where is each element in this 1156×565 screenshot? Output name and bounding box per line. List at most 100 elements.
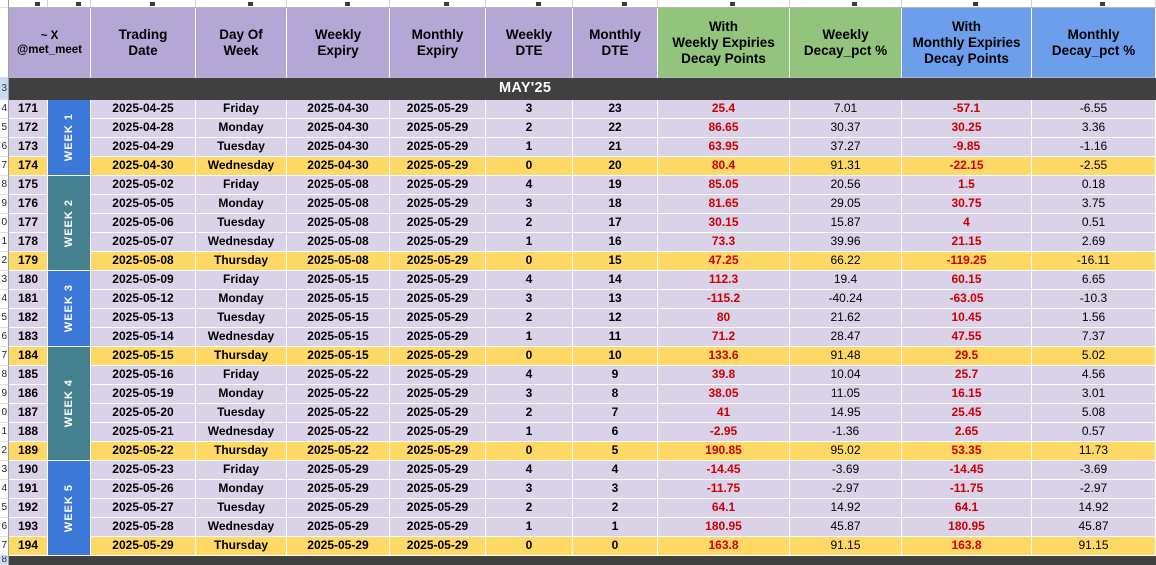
- cell-weekly-dte[interactable]: 1: [486, 518, 573, 537]
- week-band-cell[interactable]: WEEK 3: [48, 271, 91, 347]
- cell-weekly-dte[interactable]: 0: [486, 157, 573, 176]
- column-header-monthly-dte[interactable]: Monthly DTE: [573, 8, 658, 78]
- cell-date[interactable]: 2025-05-06: [91, 214, 196, 233]
- cell-monthly-decay-points[interactable]: -57.1: [902, 100, 1032, 119]
- cell-day[interactable]: Friday: [196, 271, 287, 290]
- cell-row-num[interactable]: 171: [9, 100, 48, 119]
- cell-monthly-dte[interactable]: 21: [573, 138, 658, 157]
- cell-day[interactable]: Thursday: [196, 252, 287, 271]
- cell-day[interactable]: Tuesday: [196, 214, 287, 233]
- cell-monthly-decay-points[interactable]: 47.55: [902, 328, 1032, 347]
- cell-monthly-expiry[interactable]: 2025-05-29: [390, 233, 486, 252]
- column-header-weekly-decay-pct[interactable]: Weekly Decay_pct %: [790, 8, 902, 78]
- column-header-monthly-expiry[interactable]: Monthly Expiry: [390, 8, 486, 78]
- cell-weekly-dte[interactable]: 0: [486, 347, 573, 366]
- gutter-row-number[interactable]: 9: [0, 195, 8, 214]
- cell-monthly-decay-pct[interactable]: 3.01: [1032, 385, 1156, 404]
- cell-row-num[interactable]: 177: [9, 214, 48, 233]
- gutter-row-number[interactable]: 9: [0, 385, 8, 404]
- column-header-trading-date[interactable]: Trading Date: [91, 8, 196, 78]
- cell-monthly-decay-points[interactable]: -14.45: [902, 461, 1032, 480]
- cell-date[interactable]: 2025-05-23: [91, 461, 196, 480]
- cell-weekly-dte[interactable]: 4: [486, 176, 573, 195]
- cell-monthly-dte[interactable]: 23: [573, 100, 658, 119]
- cell-monthly-expiry[interactable]: 2025-05-29: [390, 214, 486, 233]
- column-header-monthly-decay-pct[interactable]: Monthly Decay_pct %: [1032, 8, 1156, 78]
- gutter-band-row[interactable]: 3: [0, 78, 8, 100]
- cell-day[interactable]: Wednesday: [196, 328, 287, 347]
- gutter-row-number[interactable]: 5: [0, 499, 8, 518]
- cell-date[interactable]: 2025-05-21: [91, 423, 196, 442]
- cell-date[interactable]: 2025-05-07: [91, 233, 196, 252]
- cell-weekly-expiry[interactable]: 2025-04-30: [287, 119, 390, 138]
- cell-weekly-decay-points[interactable]: -115.2: [658, 290, 790, 309]
- cell-monthly-decay-pct[interactable]: 0.51: [1032, 214, 1156, 233]
- cell-monthly-decay-pct[interactable]: -3.69: [1032, 461, 1156, 480]
- cell-monthly-expiry[interactable]: 2025-05-29: [390, 119, 486, 138]
- cell-weekly-decay-pct[interactable]: 20.56: [790, 176, 902, 195]
- cell-monthly-dte[interactable]: 1: [573, 518, 658, 537]
- cell-date[interactable]: 2025-05-26: [91, 480, 196, 499]
- cell-weekly-dte[interactable]: 0: [486, 442, 573, 461]
- cell-weekly-dte[interactable]: 3: [486, 385, 573, 404]
- cell-date[interactable]: 2025-04-30: [91, 157, 196, 176]
- cell-weekly-dte[interactable]: 1: [486, 138, 573, 157]
- cell-day[interactable]: Monday: [196, 290, 287, 309]
- cell-monthly-decay-points[interactable]: -119.25: [902, 252, 1032, 271]
- cell-weekly-expiry[interactable]: 2025-05-29: [287, 461, 390, 480]
- gutter-row-number[interactable]: 0: [0, 214, 8, 233]
- cell-weekly-decay-points[interactable]: 38.05: [658, 385, 790, 404]
- gutter-header[interactable]: [0, 8, 8, 78]
- gutter-row-number[interactable]: 6: [0, 138, 8, 157]
- cell-row-num[interactable]: 179: [9, 252, 48, 271]
- gutter-row-number[interactable]: 8: [0, 176, 8, 195]
- cell-monthly-decay-points[interactable]: 1.5: [902, 176, 1032, 195]
- cell-day[interactable]: Thursday: [196, 537, 287, 556]
- cell-weekly-expiry[interactable]: 2025-05-08: [287, 195, 390, 214]
- cell-weekly-dte[interactable]: 3: [486, 195, 573, 214]
- cell-day[interactable]: Wednesday: [196, 423, 287, 442]
- cell-row-num[interactable]: 185: [9, 366, 48, 385]
- cell-monthly-decay-pct[interactable]: -10.3: [1032, 290, 1156, 309]
- cell-monthly-dte[interactable]: 6: [573, 423, 658, 442]
- cell-weekly-dte[interactable]: 1: [486, 328, 573, 347]
- cell-date[interactable]: 2025-04-28: [91, 119, 196, 138]
- cell-monthly-dte[interactable]: 4: [573, 461, 658, 480]
- cell-weekly-decay-points[interactable]: 163.8: [658, 537, 790, 556]
- cell-monthly-decay-points[interactable]: 64.1: [902, 499, 1032, 518]
- gutter-row-number[interactable]: 4: [0, 480, 8, 499]
- column-header-weekly-expiry[interactable]: Weekly Expiry: [287, 8, 390, 78]
- cell-monthly-expiry[interactable]: 2025-05-29: [390, 252, 486, 271]
- cell-weekly-dte[interactable]: 3: [486, 480, 573, 499]
- cell-weekly-decay-pct[interactable]: -3.69: [790, 461, 902, 480]
- cell-weekly-dte[interactable]: 3: [486, 290, 573, 309]
- cell-weekly-expiry[interactable]: 2025-04-30: [287, 138, 390, 157]
- cell-monthly-decay-pct[interactable]: -2.55: [1032, 157, 1156, 176]
- cell-date[interactable]: 2025-05-12: [91, 290, 196, 309]
- column-header-day-of-week[interactable]: Day Of Week: [196, 8, 287, 78]
- cell-monthly-expiry[interactable]: 2025-05-29: [390, 537, 486, 556]
- cell-weekly-dte[interactable]: 0: [486, 537, 573, 556]
- cell-weekly-expiry[interactable]: 2025-05-29: [287, 480, 390, 499]
- cell-weekly-decay-pct[interactable]: 19.4: [790, 271, 902, 290]
- cell-weekly-expiry[interactable]: 2025-05-08: [287, 214, 390, 233]
- cell-monthly-decay-points[interactable]: 53.35: [902, 442, 1032, 461]
- cell-weekly-dte[interactable]: 1: [486, 423, 573, 442]
- cell-weekly-decay-pct[interactable]: 7.01: [790, 100, 902, 119]
- cell-monthly-dte[interactable]: 16: [573, 233, 658, 252]
- cell-weekly-expiry[interactable]: 2025-05-15: [287, 271, 390, 290]
- cell-date[interactable]: 2025-04-29: [91, 138, 196, 157]
- cell-monthly-decay-pct[interactable]: -1.16: [1032, 138, 1156, 157]
- cell-monthly-expiry[interactable]: 2025-05-29: [390, 404, 486, 423]
- cell-row-num[interactable]: 176: [9, 195, 48, 214]
- cell-monthly-dte[interactable]: 11: [573, 328, 658, 347]
- cell-weekly-expiry[interactable]: 2025-05-22: [287, 423, 390, 442]
- cell-monthly-decay-pct[interactable]: 0.18: [1032, 176, 1156, 195]
- cell-monthly-decay-pct[interactable]: 1.56: [1032, 309, 1156, 328]
- week-band-cell[interactable]: WEEK 4: [48, 347, 91, 461]
- month-band[interactable]: MAY'25: [9, 78, 1156, 100]
- cell-monthly-decay-pct[interactable]: -16.11: [1032, 252, 1156, 271]
- cell-row-num[interactable]: 178: [9, 233, 48, 252]
- cell-monthly-decay-points[interactable]: 30.75: [902, 195, 1032, 214]
- cell-day[interactable]: Tuesday: [196, 499, 287, 518]
